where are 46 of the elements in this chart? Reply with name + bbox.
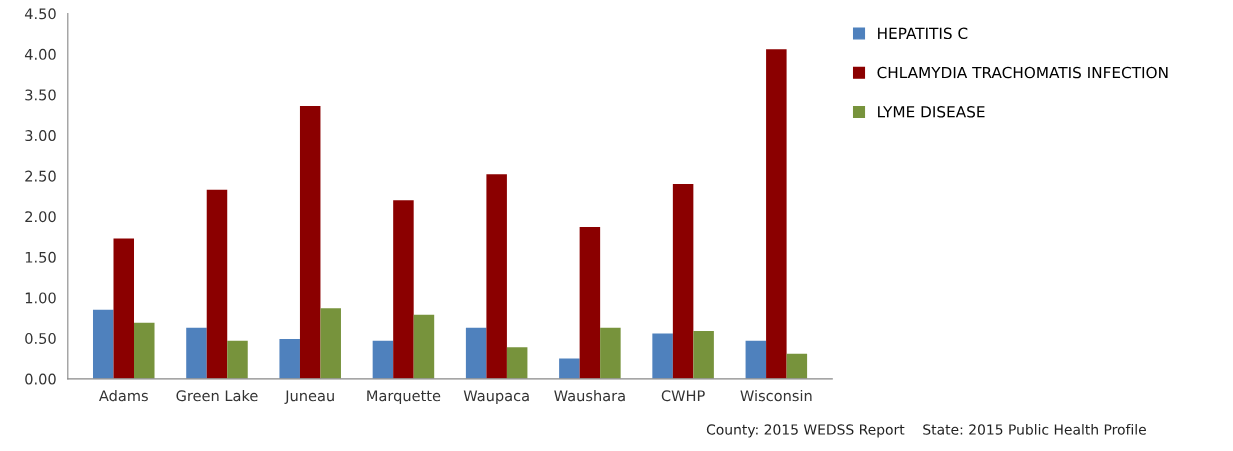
bar — [113, 238, 135, 379]
bar — [579, 227, 601, 379]
y-tick-label: 4.00 — [24, 48, 56, 60]
y-tick-label: 4.50 — [24, 8, 56, 20]
y-tick-label: 2.00 — [25, 211, 56, 223]
x-tick-label: Wisconsin — [740, 389, 812, 402]
bar — [320, 308, 341, 379]
bar — [745, 340, 767, 379]
bar — [413, 314, 435, 379]
bar — [372, 340, 394, 379]
legend-label: CHLAMYDIA TRACHOMATIS INFECTION — [877, 66, 1168, 79]
bar — [672, 184, 694, 379]
y-tick-label: 1.50 — [25, 251, 56, 263]
bar — [465, 327, 487, 379]
text: County: 2015 WEDSS Report State: 2015 Public Health Profile — [706, 424, 1146, 438]
bar — [766, 49, 787, 379]
bar — [486, 174, 507, 379]
bar — [506, 347, 528, 379]
x-tick-label: CWHP — [661, 390, 705, 402]
x-tick-label: Waushara — [554, 389, 625, 402]
bar — [299, 106, 321, 379]
bar — [227, 340, 248, 379]
y-tick-label: 0.00 — [25, 373, 56, 385]
x-tick-label: Adams — [99, 389, 148, 402]
bar — [559, 358, 580, 379]
x-tick-label: Marquette — [367, 390, 441, 405]
x-tick-label: Green Lake — [176, 389, 258, 402]
bar — [206, 189, 228, 379]
bar — [186, 327, 207, 379]
y-tick-label: 1.00 — [25, 292, 56, 304]
bar — [600, 327, 621, 379]
x-tick-label: Juneau — [284, 390, 334, 404]
bar — [393, 200, 414, 379]
legend-label: HEPATITIS C — [878, 27, 968, 40]
bar — [786, 353, 808, 379]
y-tick-label: 3.50 — [25, 89, 56, 101]
y-tick-label: 3.00 — [25, 130, 56, 142]
bar — [134, 322, 155, 379]
bar — [652, 333, 673, 379]
y-tick-label: 0.50 — [25, 332, 56, 344]
bar — [693, 330, 714, 379]
y-tick-label: 2.50 — [25, 170, 56, 182]
legend-label: LYME DISEASE — [878, 106, 985, 118]
bar — [92, 309, 114, 379]
x-tick-label: Waupaca — [463, 390, 529, 405]
bar — [279, 339, 300, 379]
